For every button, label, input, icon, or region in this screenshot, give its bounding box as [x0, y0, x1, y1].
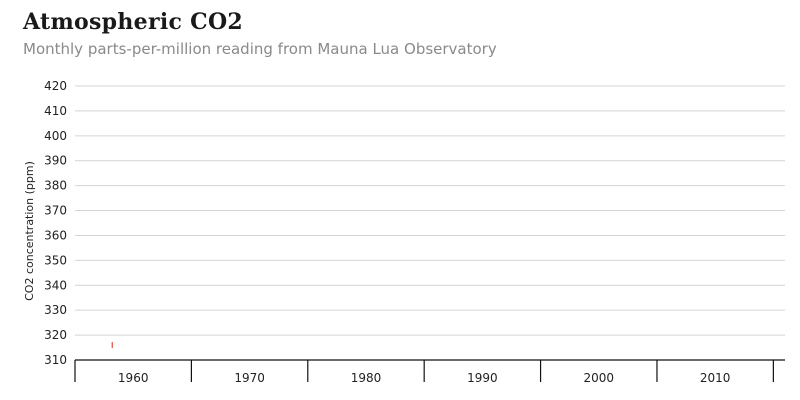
- x-tick-label: 2000: [583, 371, 614, 385]
- y-tick-label: 360: [44, 228, 67, 242]
- y-tick-label: 330: [44, 303, 67, 317]
- chart-subtitle: Monthly parts-per-million reading from M…: [23, 40, 497, 58]
- x-tick-label: 2010: [700, 371, 731, 385]
- y-tick-label: 350: [44, 253, 67, 267]
- y-tick-label: 390: [44, 154, 67, 168]
- y-tick-label: 410: [44, 104, 67, 118]
- y-tick-label: 400: [44, 129, 67, 143]
- y-tick-label: 320: [44, 328, 67, 342]
- gridlines: [75, 85, 785, 336]
- x-tick-label: 1970: [234, 371, 265, 385]
- y-tick-label: 370: [44, 204, 67, 218]
- y-tick-label: 420: [44, 79, 67, 93]
- y-tick-label: 310: [44, 353, 67, 367]
- chart-title: Atmospheric CO2: [23, 9, 244, 35]
- y-axis-ticks: 310 320 330 340 350 360 370 380 390 400 410 420: [44, 79, 67, 367]
- x-tick-label: 1990: [467, 371, 498, 385]
- x-tick-label: 1960: [118, 371, 149, 385]
- y-tick-label: 340: [44, 278, 67, 292]
- x-axis: 1960 1970 1980 1990 2000 2010: [74, 359, 785, 385]
- y-tick-label: 380: [44, 179, 67, 193]
- x-tick-label: 1980: [351, 371, 382, 385]
- y-axis-title: CO2 concentration (ppm): [23, 161, 36, 301]
